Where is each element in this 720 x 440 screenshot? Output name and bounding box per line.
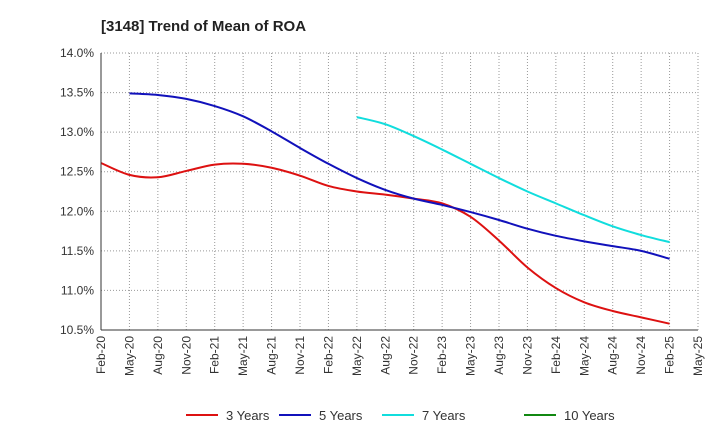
x-tick-label: Feb-25 [663, 336, 677, 374]
x-tick-label: May-21 [236, 336, 250, 376]
x-tick-label: May-20 [122, 336, 136, 376]
x-tick-label: Feb-23 [435, 336, 449, 374]
x-tick-label: Feb-24 [549, 336, 563, 374]
x-tick-label: May-24 [577, 336, 591, 376]
series-line-7-years [356, 116, 670, 244]
x-tick-label: Nov-22 [407, 336, 421, 375]
legend-label: 5 Years [319, 408, 363, 423]
x-tick-label: Feb-22 [321, 336, 335, 374]
y-tick-label: 11.5% [61, 244, 94, 258]
legend-label: 3 Years [226, 408, 270, 423]
y-tick-label: 11.0% [61, 283, 94, 297]
y-tick-label: 12.5% [60, 165, 94, 179]
x-tick-label: Aug-23 [492, 336, 506, 375]
x-tick-label: Nov-21 [293, 336, 307, 375]
x-tick-label: Nov-20 [179, 336, 193, 375]
x-tick-label: May-23 [464, 336, 478, 376]
plot-background [101, 53, 698, 330]
x-tick-label: Nov-24 [634, 336, 648, 375]
y-tick-label: 12.0% [60, 204, 94, 218]
series-line-5-years [129, 92, 670, 260]
x-tick-label: Nov-23 [520, 336, 534, 375]
x-tick-label: Aug-20 [151, 336, 165, 375]
plot-area [101, 53, 698, 330]
x-tick-label: May-25 [691, 336, 705, 376]
x-tick-label: Aug-22 [378, 336, 392, 375]
y-tick-label: 10.5% [60, 323, 94, 337]
legend-label: 7 Years [422, 408, 466, 423]
series-lines [100, 92, 670, 325]
x-tick-label: Feb-21 [208, 336, 222, 374]
x-tick-label: May-22 [350, 336, 364, 376]
x-tick-label: Aug-24 [606, 336, 620, 375]
y-tick-label: 14.0% [60, 46, 94, 60]
x-tick-label: Feb-20 [94, 336, 108, 374]
y-tick-label: 13.0% [60, 125, 94, 139]
chart-title: [3148] Trend of Mean of ROA [101, 18, 306, 35]
y-tick-label: 13.5% [60, 86, 94, 100]
series-line-3-years [100, 162, 670, 325]
legend: 3 Years 5 Years 7 Years 10 Years [186, 408, 615, 423]
x-tick-label: Aug-21 [265, 336, 279, 375]
legend-label: 10 Years [564, 408, 615, 423]
axes: 14.0% 13.5% 13.0% 12.5% 12.0% 11.5% 11.0% 10.5%… [60, 46, 705, 376]
